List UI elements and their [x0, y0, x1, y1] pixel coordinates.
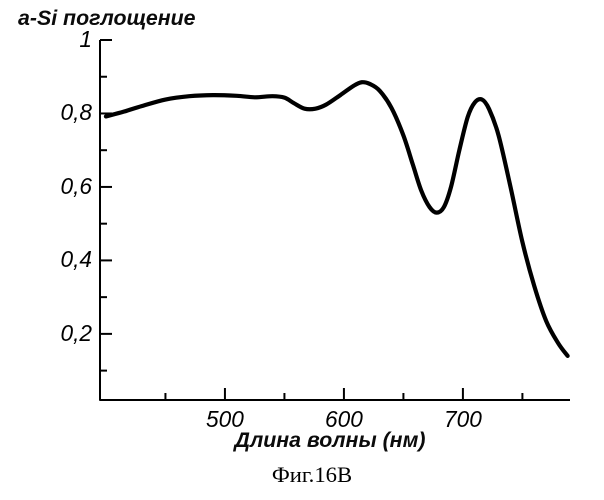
- y-tick-label: 0,4: [36, 246, 92, 273]
- y-tick-label: 1: [36, 26, 92, 53]
- ticks-group: [100, 40, 522, 400]
- absorption-curve: [106, 82, 568, 356]
- x-tick-label: 600: [314, 406, 374, 433]
- x-tick-label: 500: [195, 406, 255, 433]
- y-tick-label: 0,2: [36, 320, 92, 347]
- axes-group: [100, 40, 571, 401]
- series-group: [106, 82, 568, 356]
- figure-wrapper: { "layout": { "width_px": 604, "height_p…: [0, 0, 604, 500]
- y-tick-label: 0,6: [36, 173, 92, 200]
- y-tick-label: 0,8: [36, 99, 92, 126]
- x-tick-label: 700: [433, 406, 493, 433]
